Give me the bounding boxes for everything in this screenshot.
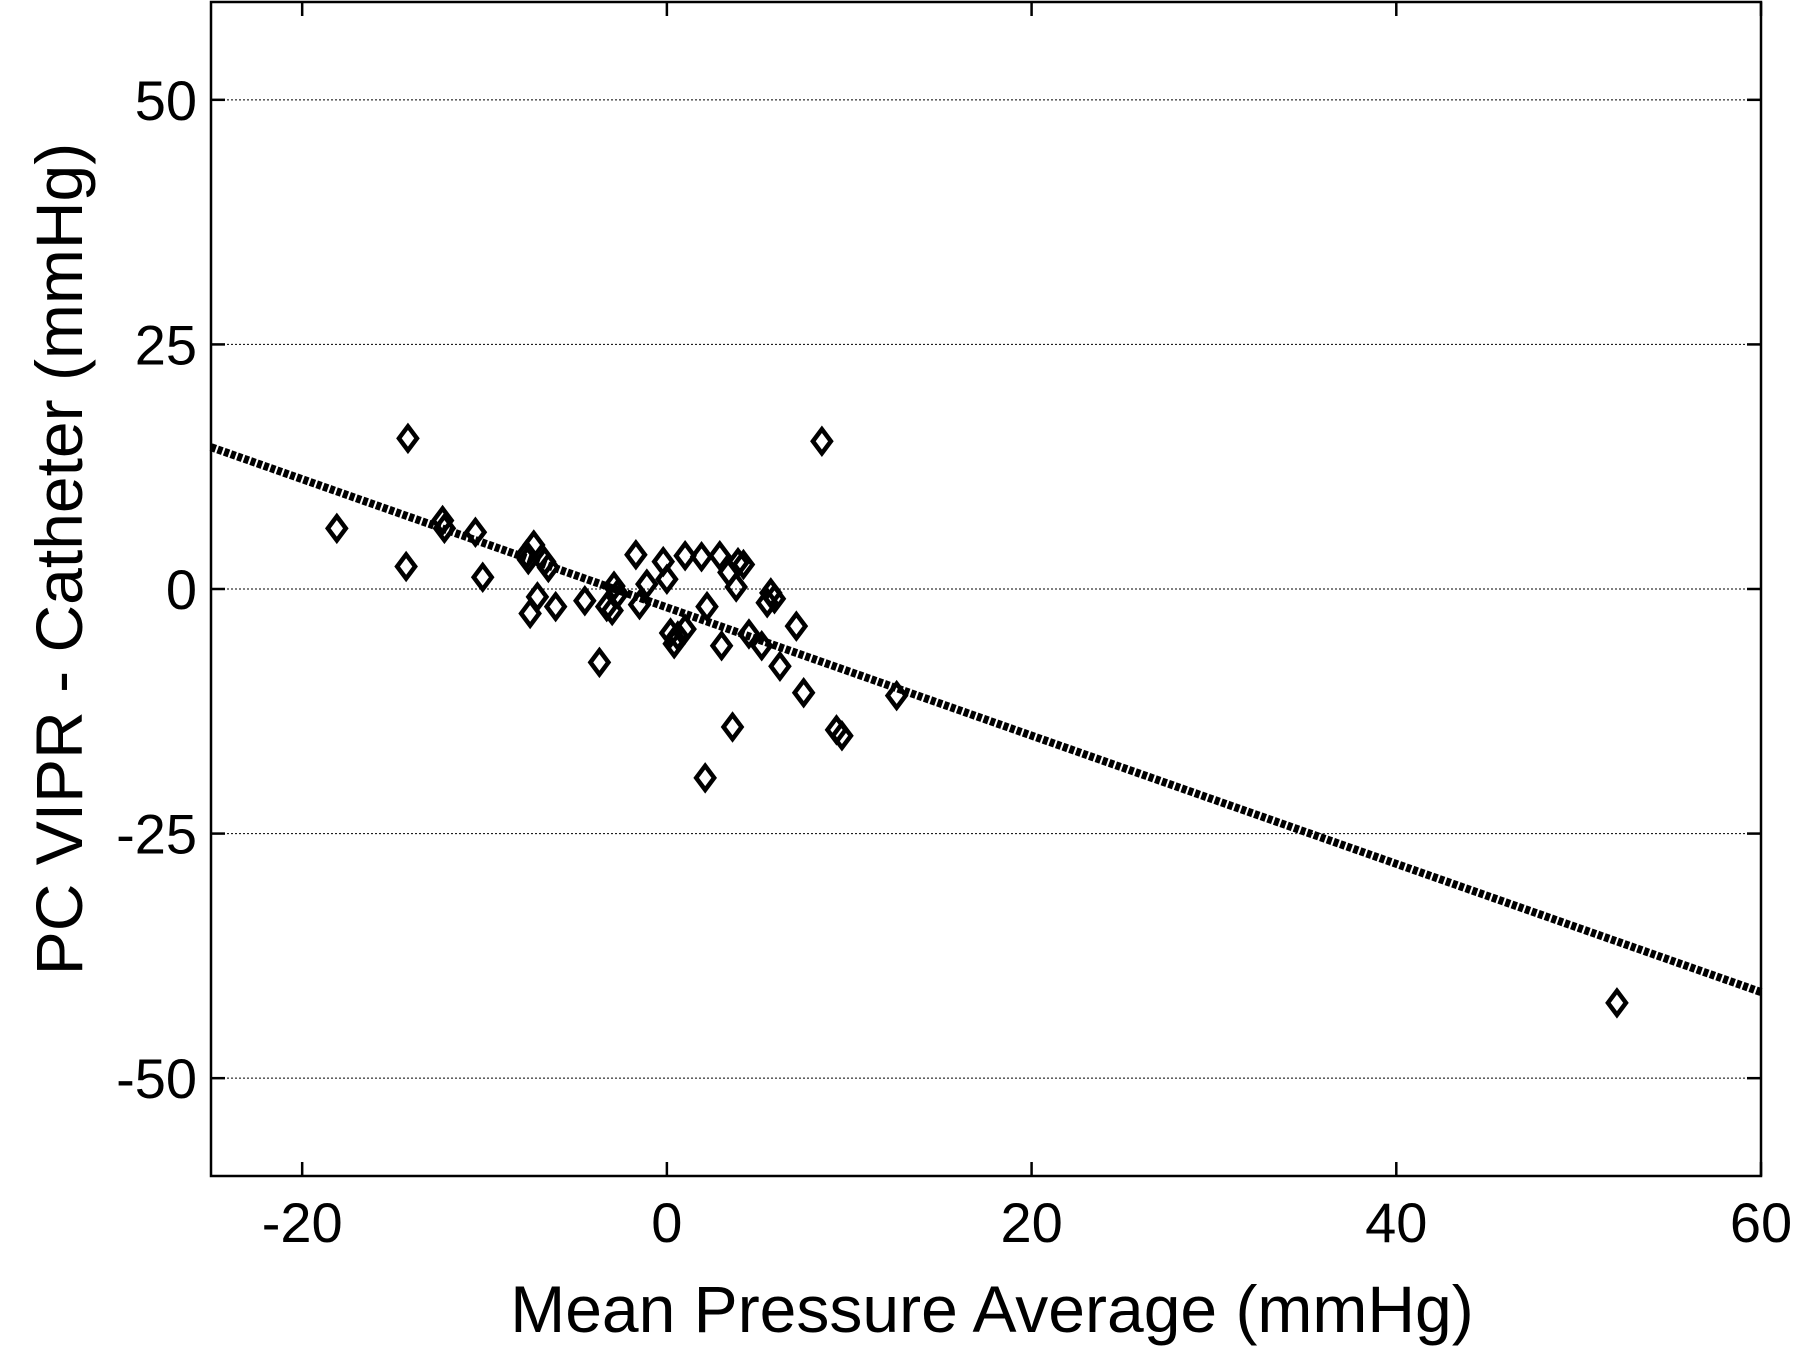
data-point — [666, 620, 690, 652]
data-point — [689, 540, 714, 573]
data-point — [662, 628, 686, 660]
data-point — [573, 584, 597, 617]
data-point — [432, 512, 457, 545]
data-point — [695, 590, 719, 623]
x-tick-label: -20 — [262, 1191, 343, 1254]
data-point — [749, 629, 774, 662]
y-tick-label: 0 — [166, 558, 197, 621]
data-point — [624, 539, 648, 571]
data-point — [587, 646, 612, 679]
x-tick-label: 40 — [1365, 1191, 1427, 1254]
data-point — [762, 583, 787, 615]
data-point — [784, 610, 809, 642]
x-tick-labels: -20 0 20 40 60 — [262, 1191, 1792, 1254]
gridlines — [211, 99, 1761, 1079]
data-point — [673, 613, 697, 645]
data-point — [731, 548, 756, 581]
data-point — [536, 551, 561, 584]
data-point — [394, 550, 418, 583]
data-point — [768, 650, 792, 683]
data-points — [325, 422, 1629, 1019]
axis-ticks — [211, 2, 1763, 1176]
data-point — [693, 762, 717, 794]
x-tick-label: 60 — [1730, 1191, 1792, 1254]
data-point — [470, 561, 495, 594]
data-point — [543, 590, 568, 623]
y-tick-labels: -50 -25 0 25 50 — [116, 69, 197, 1110]
data-point — [605, 578, 630, 610]
data-point — [830, 720, 854, 752]
data-point — [737, 618, 761, 650]
y-tick-label: -50 — [116, 1047, 197, 1110]
data-point — [709, 629, 734, 662]
data-point — [724, 571, 748, 603]
data-point — [396, 422, 420, 455]
data-point — [525, 581, 550, 613]
data-point — [627, 588, 652, 621]
data-point — [673, 539, 697, 572]
y-tick-label: 25 — [135, 313, 197, 376]
x-tick-label: 0 — [651, 1191, 682, 1254]
y-tick-label: 50 — [135, 69, 197, 132]
x-axis-title: Mean Pressure Average (mmHg) — [510, 1272, 1473, 1346]
data-point — [791, 676, 816, 709]
data-point — [810, 425, 834, 458]
data-point — [430, 504, 455, 537]
data-point — [635, 568, 659, 600]
data-point — [516, 543, 541, 576]
data-point — [325, 512, 349, 545]
data-point — [655, 563, 679, 595]
data-point — [720, 711, 745, 743]
data-point — [1605, 987, 1629, 1019]
data-point — [463, 516, 488, 549]
data-point — [707, 539, 732, 572]
y-tick-label: -25 — [116, 803, 197, 866]
x-tick-label: 20 — [1000, 1191, 1062, 1254]
y-axis-title: PC VIPR - Catheter (mmHg) — [22, 143, 96, 975]
data-point — [726, 546, 750, 579]
data-point — [884, 679, 909, 712]
